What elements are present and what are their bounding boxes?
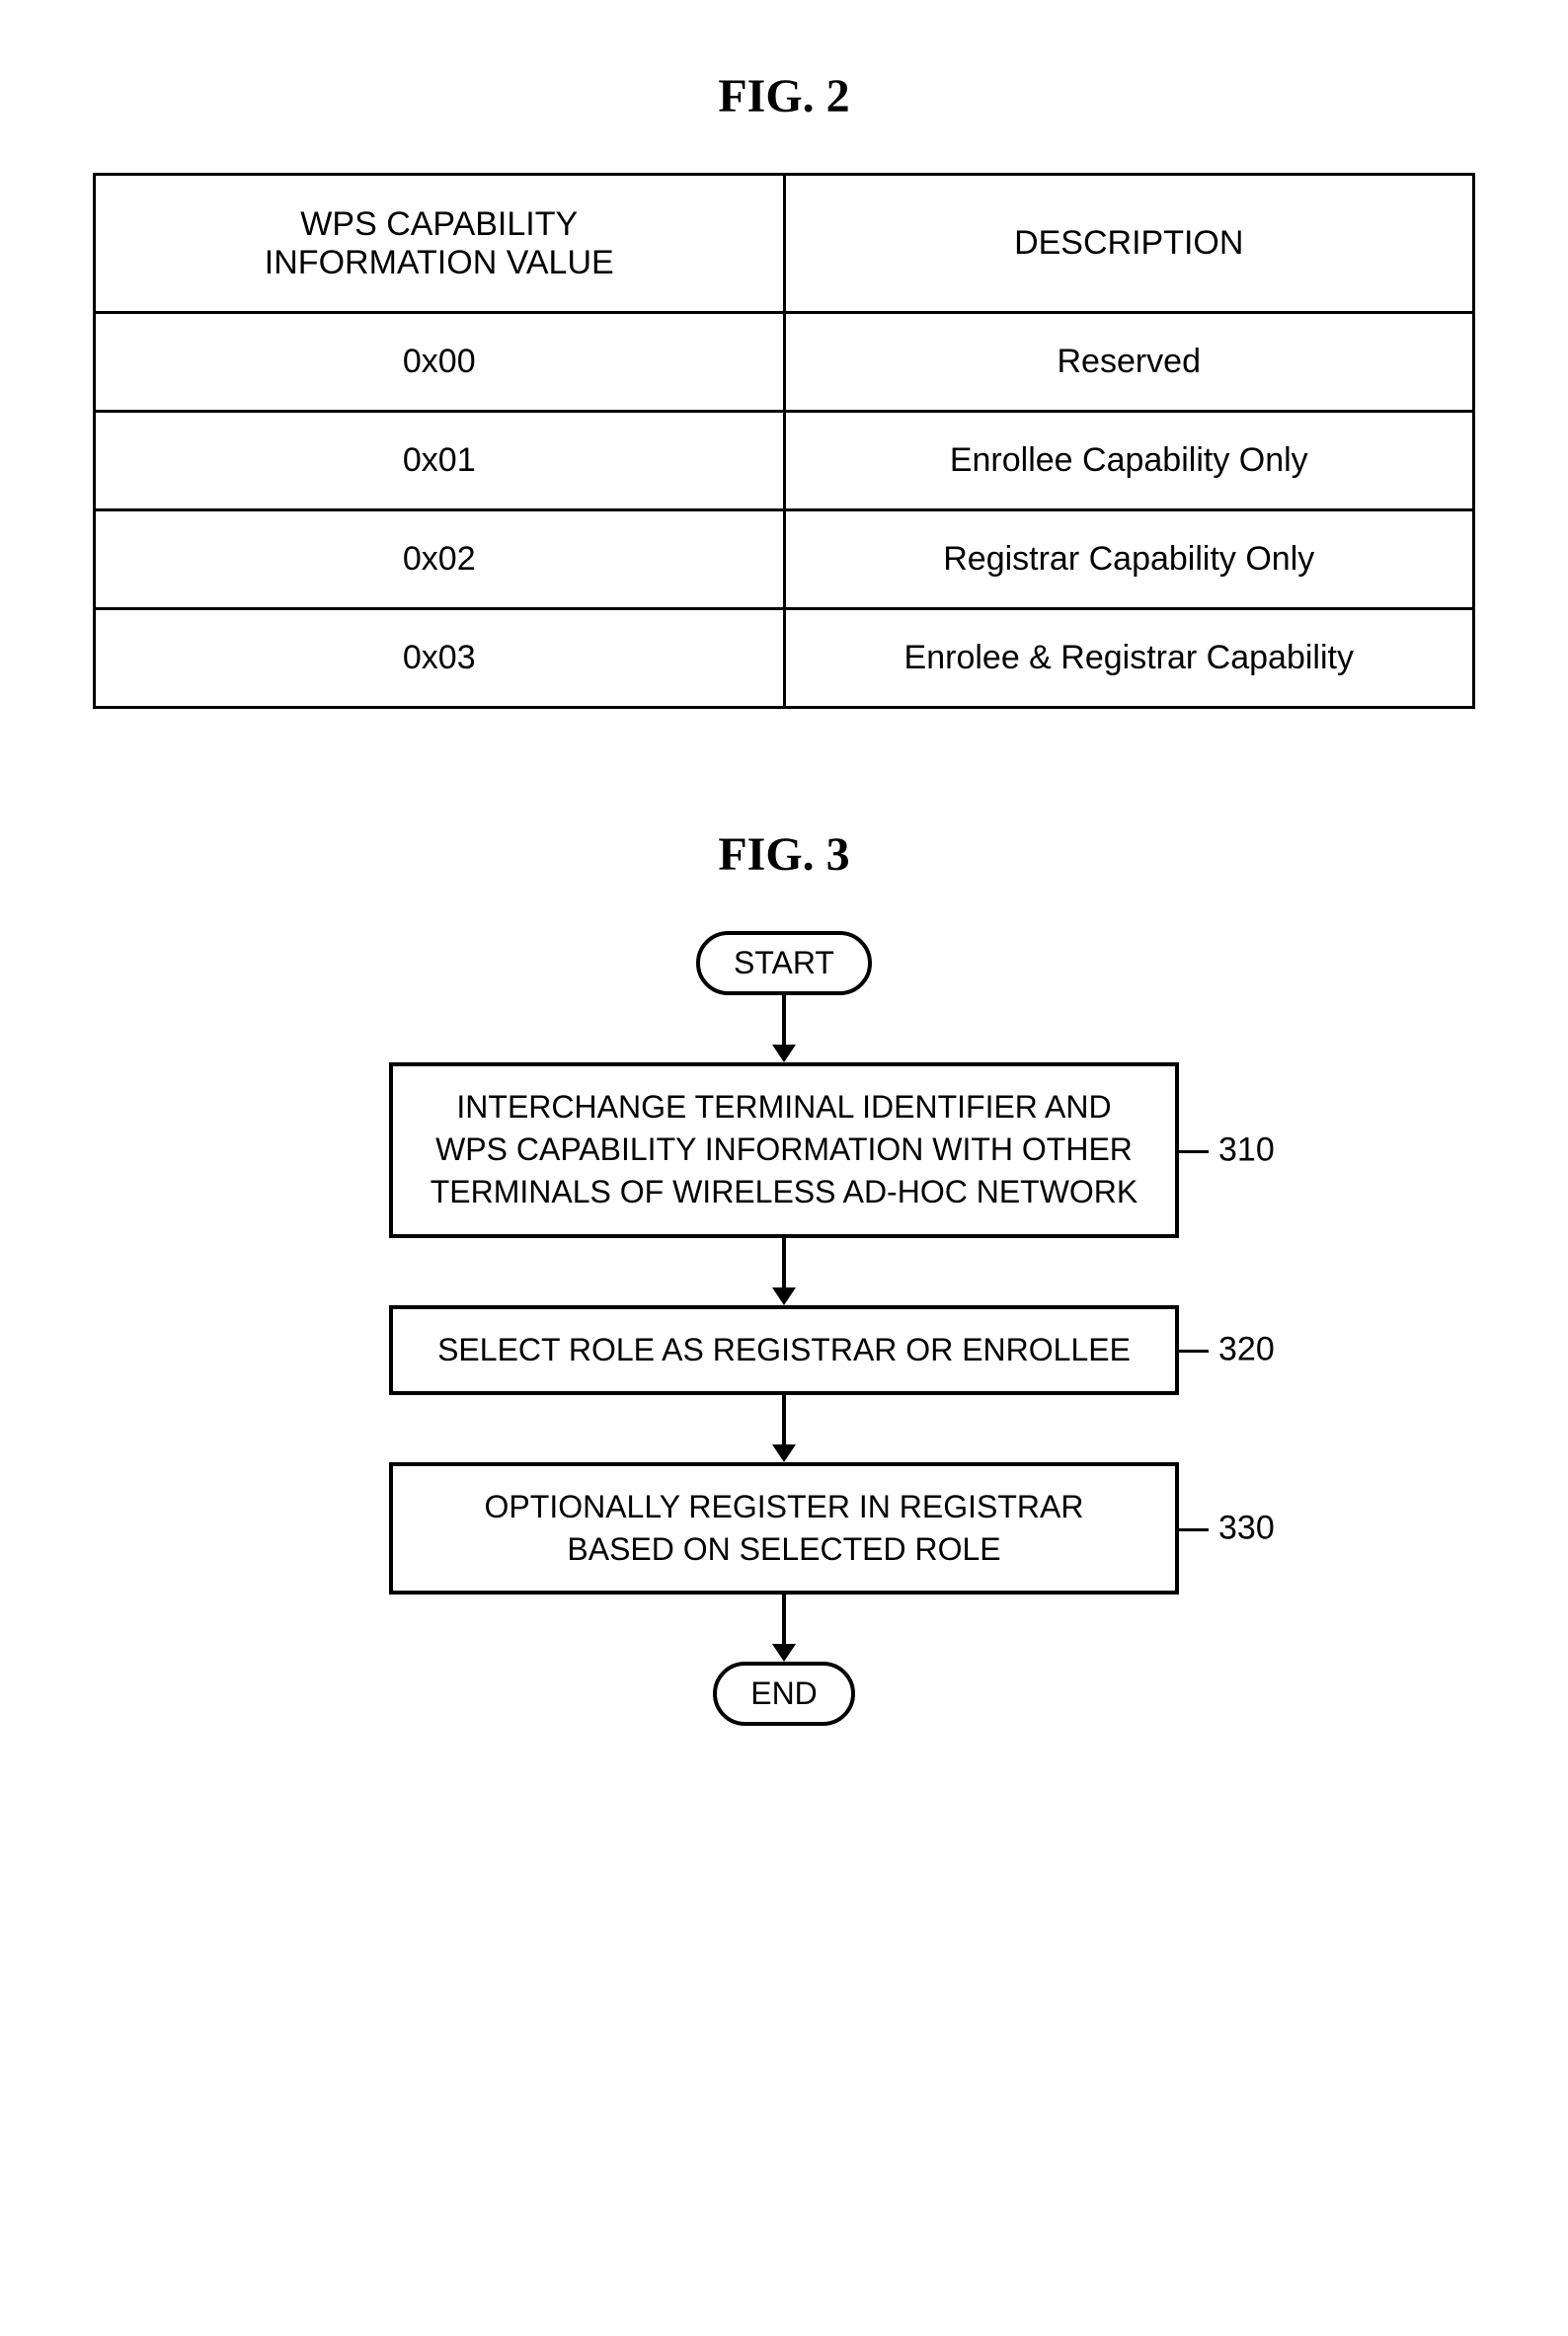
arrow-down [290, 1595, 1278, 1662]
ref-tick [1179, 1528, 1209, 1531]
table-row: 0x01Enrollee Capability Only [95, 412, 1474, 510]
arrow-down [290, 995, 1278, 1062]
cell-value: 0x03 [95, 609, 785, 708]
ref-tick [1179, 1150, 1209, 1153]
process-box: OPTIONALLY REGISTER IN REGISTRAR BASED O… [389, 1462, 1179, 1595]
ref-tick [1179, 1350, 1209, 1353]
table-row: 0x03Enrolee & Registrar Capability [95, 609, 1474, 708]
ref-label: 320 [1218, 1331, 1275, 1369]
table-row: 0x02Registrar Capability Only [95, 510, 1474, 609]
cell-description: Enrolee & Registrar Capability [784, 609, 1474, 708]
col-header-description: DESCRIPTION [784, 175, 1474, 313]
arrow-down [290, 1238, 1278, 1305]
cell-description: Registrar Capability Only [784, 510, 1474, 609]
start-terminator: START [696, 931, 872, 995]
col-header-value: WPS CAPABILITY INFORMATION VALUE [95, 175, 785, 313]
cell-description: Reserved [784, 313, 1474, 412]
arrow-down [290, 1395, 1278, 1462]
ref-label: 330 [1218, 1509, 1275, 1547]
wps-capability-table: WPS CAPABILITY INFORMATION VALUE DESCRIP… [93, 173, 1475, 709]
process-box: SELECT ROLE AS REGISTRAR OR ENROLLEE [389, 1305, 1179, 1395]
cell-value: 0x01 [95, 412, 785, 510]
wps-table-body: 0x00Reserved0x01Enrollee Capability Only… [95, 313, 1474, 708]
table-header-row: WPS CAPABILITY INFORMATION VALUE DESCRIP… [95, 175, 1474, 313]
end-terminator: END [713, 1662, 855, 1726]
cell-value: 0x00 [95, 313, 785, 412]
flowchart: START INTERCHANGE TERMINAL IDENTIFIER AND… [290, 931, 1278, 1726]
process-box: INTERCHANGE TERMINAL IDENTIFIER AND WPS … [389, 1062, 1179, 1238]
fig2-title: FIG. 2 [39, 69, 1529, 123]
fig3-title: FIG. 3 [39, 827, 1529, 882]
cell-description: Enrollee Capability Only [784, 412, 1474, 510]
table-row: 0x00Reserved [95, 313, 1474, 412]
ref-label: 310 [1218, 1130, 1275, 1169]
cell-value: 0x02 [95, 510, 785, 609]
